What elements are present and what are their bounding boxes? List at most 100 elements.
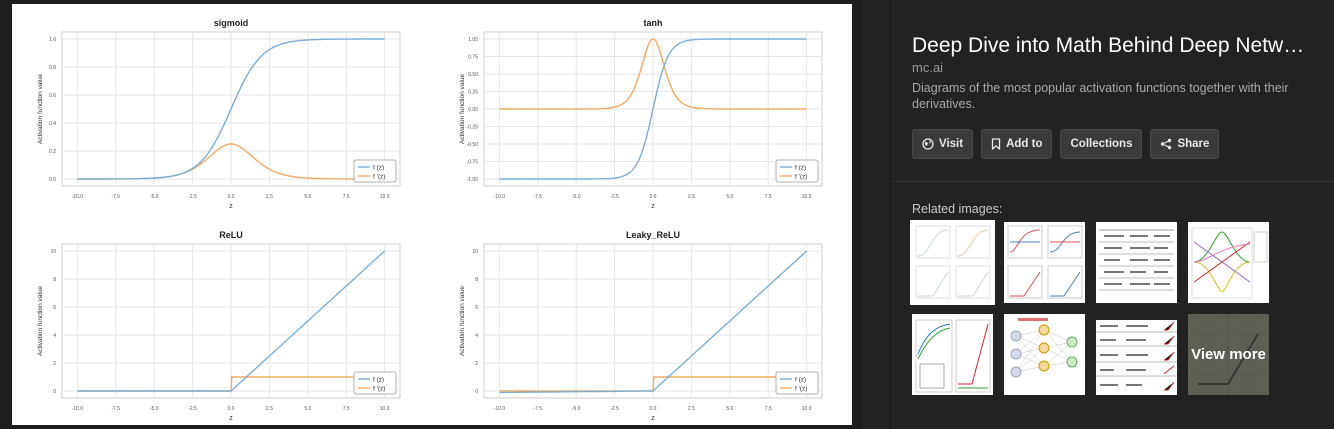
plot-title: sigmoid <box>214 18 249 28</box>
legend-label-df: f '(z) <box>795 174 807 181</box>
collections-label: Collections <box>1070 138 1133 150</box>
thumb-6-preview <box>1010 318 1078 378</box>
x-tick-label: 2.5 <box>266 194 273 200</box>
x-tick-label: -10.0 <box>494 194 506 200</box>
source-domain[interactable]: mc.ai <box>912 60 944 75</box>
bookmark-icon <box>991 138 1001 150</box>
x-axis-label: z <box>229 415 233 422</box>
y-tick-label: 0.6 <box>49 93 56 99</box>
related-thumb-1[interactable] <box>910 220 995 305</box>
x-tick-label: 5.0 <box>304 406 311 412</box>
related-images-grid: View more <box>910 220 1272 395</box>
plot-title: ReLU <box>219 230 243 240</box>
x-tick-label: 7.5 <box>343 194 350 200</box>
x-axis-label: z <box>651 203 655 210</box>
legend-label-df: f '(z) <box>795 386 807 393</box>
y-tick-label: 10 <box>50 249 56 255</box>
x-tick-label: -5.0 <box>572 406 581 412</box>
y-tick-label: 0.00 <box>468 107 478 113</box>
y-tick-label: 0.8 <box>49 65 56 71</box>
x-tick-label: 0.0 <box>650 194 657 200</box>
x-tick-label: -2.5 <box>188 406 197 412</box>
x-tick-label: 2.5 <box>266 406 273 412</box>
y-tick-label: 1.0 <box>49 37 56 43</box>
thumb-2-preview <box>1007 225 1083 299</box>
y-axis-label: Activation function value <box>459 286 466 356</box>
y-tick-label: 2 <box>475 361 478 367</box>
x-tick-label: -2.5 <box>188 194 197 200</box>
x-tick-label: -5.0 <box>150 194 159 200</box>
x-tick-label: 10.0 <box>380 406 390 412</box>
thumb-5-preview <box>915 319 991 393</box>
related-thumb-4[interactable] <box>1188 222 1269 303</box>
y-tick-label: -1.00 <box>467 177 479 183</box>
y-tick-label: 0.2 <box>49 149 56 155</box>
y-tick-label: -0.75 <box>467 160 479 166</box>
y-tick-label: 0.0 <box>49 177 56 183</box>
x-tick-label: -2.5 <box>610 406 619 412</box>
x-tick-label: 5.0 <box>726 406 733 412</box>
related-thumb-6[interactable] <box>1004 314 1085 395</box>
globe-icon <box>922 138 934 150</box>
share-button[interactable]: Share <box>1150 129 1220 159</box>
x-tick-label: 0.0 <box>228 406 235 412</box>
y-axis-label: Activation function value <box>459 74 466 144</box>
x-tick-label: -7.5 <box>111 194 120 200</box>
y-tick-label: 0.25 <box>468 90 478 96</box>
legend-label-df: f '(z) <box>373 174 385 181</box>
x-tick-label: 0.0 <box>228 194 235 200</box>
plot-title: tanh <box>644 18 663 28</box>
y-tick-label: 8 <box>475 277 478 283</box>
related-thumb-2[interactable] <box>1004 222 1085 303</box>
view-more-button[interactable]: View more <box>1188 314 1269 395</box>
x-tick-label: 2.5 <box>688 406 695 412</box>
view-more-label: View more <box>1188 314 1269 395</box>
collections-button[interactable]: Collections <box>1060 129 1143 159</box>
y-tick-label: 0.50 <box>468 72 478 78</box>
function-curve <box>77 250 386 392</box>
legend-label-f: f (z) <box>373 165 384 172</box>
x-tick-label: 7.5 <box>765 194 772 200</box>
main-image[interactable]: -10.0 -7.5 -5.0 -2.5 0.0 2.5 5.0 7.5 10.0 0.0 0.2 0… <box>12 4 852 425</box>
details-panel: Deep Dive into Math Behind Deep Netw… mc… <box>891 0 1334 429</box>
y-tick-label: 0 <box>475 389 478 395</box>
add-to-label: Add to <box>1006 138 1043 150</box>
plot-title: Leaky_ReLU <box>626 230 680 240</box>
legend-label-df: f '(z) <box>373 386 385 393</box>
image-description: Diagrams of the most popular activation … <box>912 81 1289 111</box>
y-tick-label: 6 <box>475 305 478 311</box>
action-buttons: Visit Add to Collections Share <box>912 129 1220 159</box>
related-thumb-7[interactable] <box>1096 314 1177 395</box>
x-tick-label: 10.0 <box>802 194 812 200</box>
y-axis-label: Activation function value <box>37 286 44 356</box>
image-title[interactable]: Deep Dive into Math Behind Deep Netw… <box>912 34 1305 57</box>
related-thumb-3[interactable] <box>1096 222 1177 303</box>
divider <box>890 0 891 429</box>
y-tick-label: -0.25 <box>467 125 479 131</box>
visit-button[interactable]: Visit <box>912 129 974 159</box>
thumb-1-preview <box>915 225 991 299</box>
x-axis-label: z <box>229 203 233 210</box>
plot-1: -10.0 -7.5 -5.0 -2.5 0.0 2.5 5.0 7.5 10.0 0.0 0.2 0… <box>37 18 401 210</box>
x-tick-label: -5.0 <box>572 194 581 200</box>
x-tick-label: -10.0 <box>72 406 84 412</box>
x-tick-label: 10.0 <box>802 406 812 412</box>
plot-3: -10.0 -7.5 -5.0 -2.5 0.0 2.5 5.0 7.5 10.0 0 2 4 6 8 10… <box>37 230 401 422</box>
view-more-background <box>1188 314 1269 395</box>
plot-4: -10.0 -7.5 -5.0 -2.5 0.0 2.5 5.0 7.5 10.0 0 2 4 6 8 10… <box>459 230 823 422</box>
function-curve <box>499 250 808 394</box>
y-tick-label: 0 <box>53 389 56 395</box>
related-thumb-5[interactable] <box>912 314 993 395</box>
x-axis-label: z <box>651 415 655 422</box>
legend-label-f: f (z) <box>373 377 384 384</box>
y-tick-label: 2 <box>53 361 56 367</box>
visit-label: Visit <box>939 138 964 150</box>
derivative-curve <box>499 38 807 110</box>
add-to-button[interactable]: Add to <box>981 129 1053 159</box>
function-curve <box>499 38 807 180</box>
y-tick-label: 6 <box>53 305 56 311</box>
share-label: Share <box>1177 138 1210 150</box>
x-tick-label: 7.5 <box>765 406 772 412</box>
y-tick-label: 10 <box>472 249 478 255</box>
x-tick-label: 5.0 <box>726 194 733 200</box>
